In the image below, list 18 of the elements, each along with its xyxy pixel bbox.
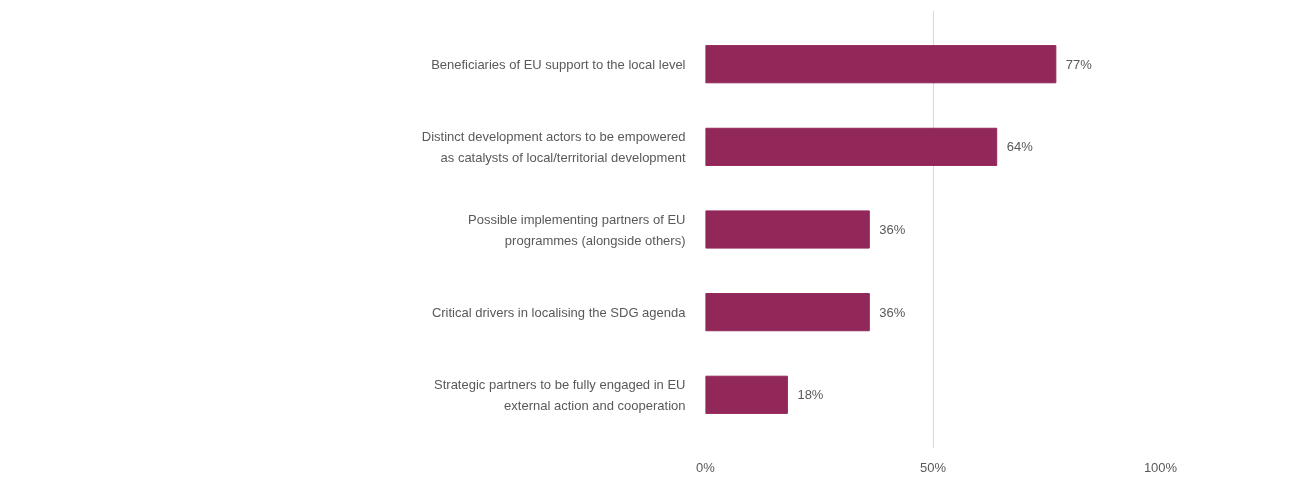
y-tick-label: Beneficiaries of EU support to the local level <box>431 56 686 72</box>
y-tick-label: Possible implementing partners of EU programmes (alongside others) <box>468 211 686 248</box>
bar <box>705 293 870 332</box>
x-tick-label: 50% <box>919 459 947 475</box>
bar <box>705 127 998 166</box>
data-label: 77% <box>1065 56 1093 72</box>
y-tick-label: Distinct development actors to be empowered as catalysts of local/territorial development <box>421 128 686 165</box>
bar <box>705 45 1057 84</box>
data-label: 36% <box>879 304 906 320</box>
data-label: 18% <box>797 387 824 403</box>
data-label: 64% <box>1006 139 1034 155</box>
bar <box>705 375 788 414</box>
data-label: 36% <box>879 222 906 237</box>
y-tick-label: Strategic partners to be fully engaged in EU external action and cooperation <box>434 376 686 413</box>
x-tick-label: 0% <box>696 459 716 475</box>
x-tick-label: 100% <box>1143 459 1178 475</box>
y-tick-label: Critical drivers in localising the SDG agenda <box>431 304 687 320</box>
bar <box>705 210 870 249</box>
